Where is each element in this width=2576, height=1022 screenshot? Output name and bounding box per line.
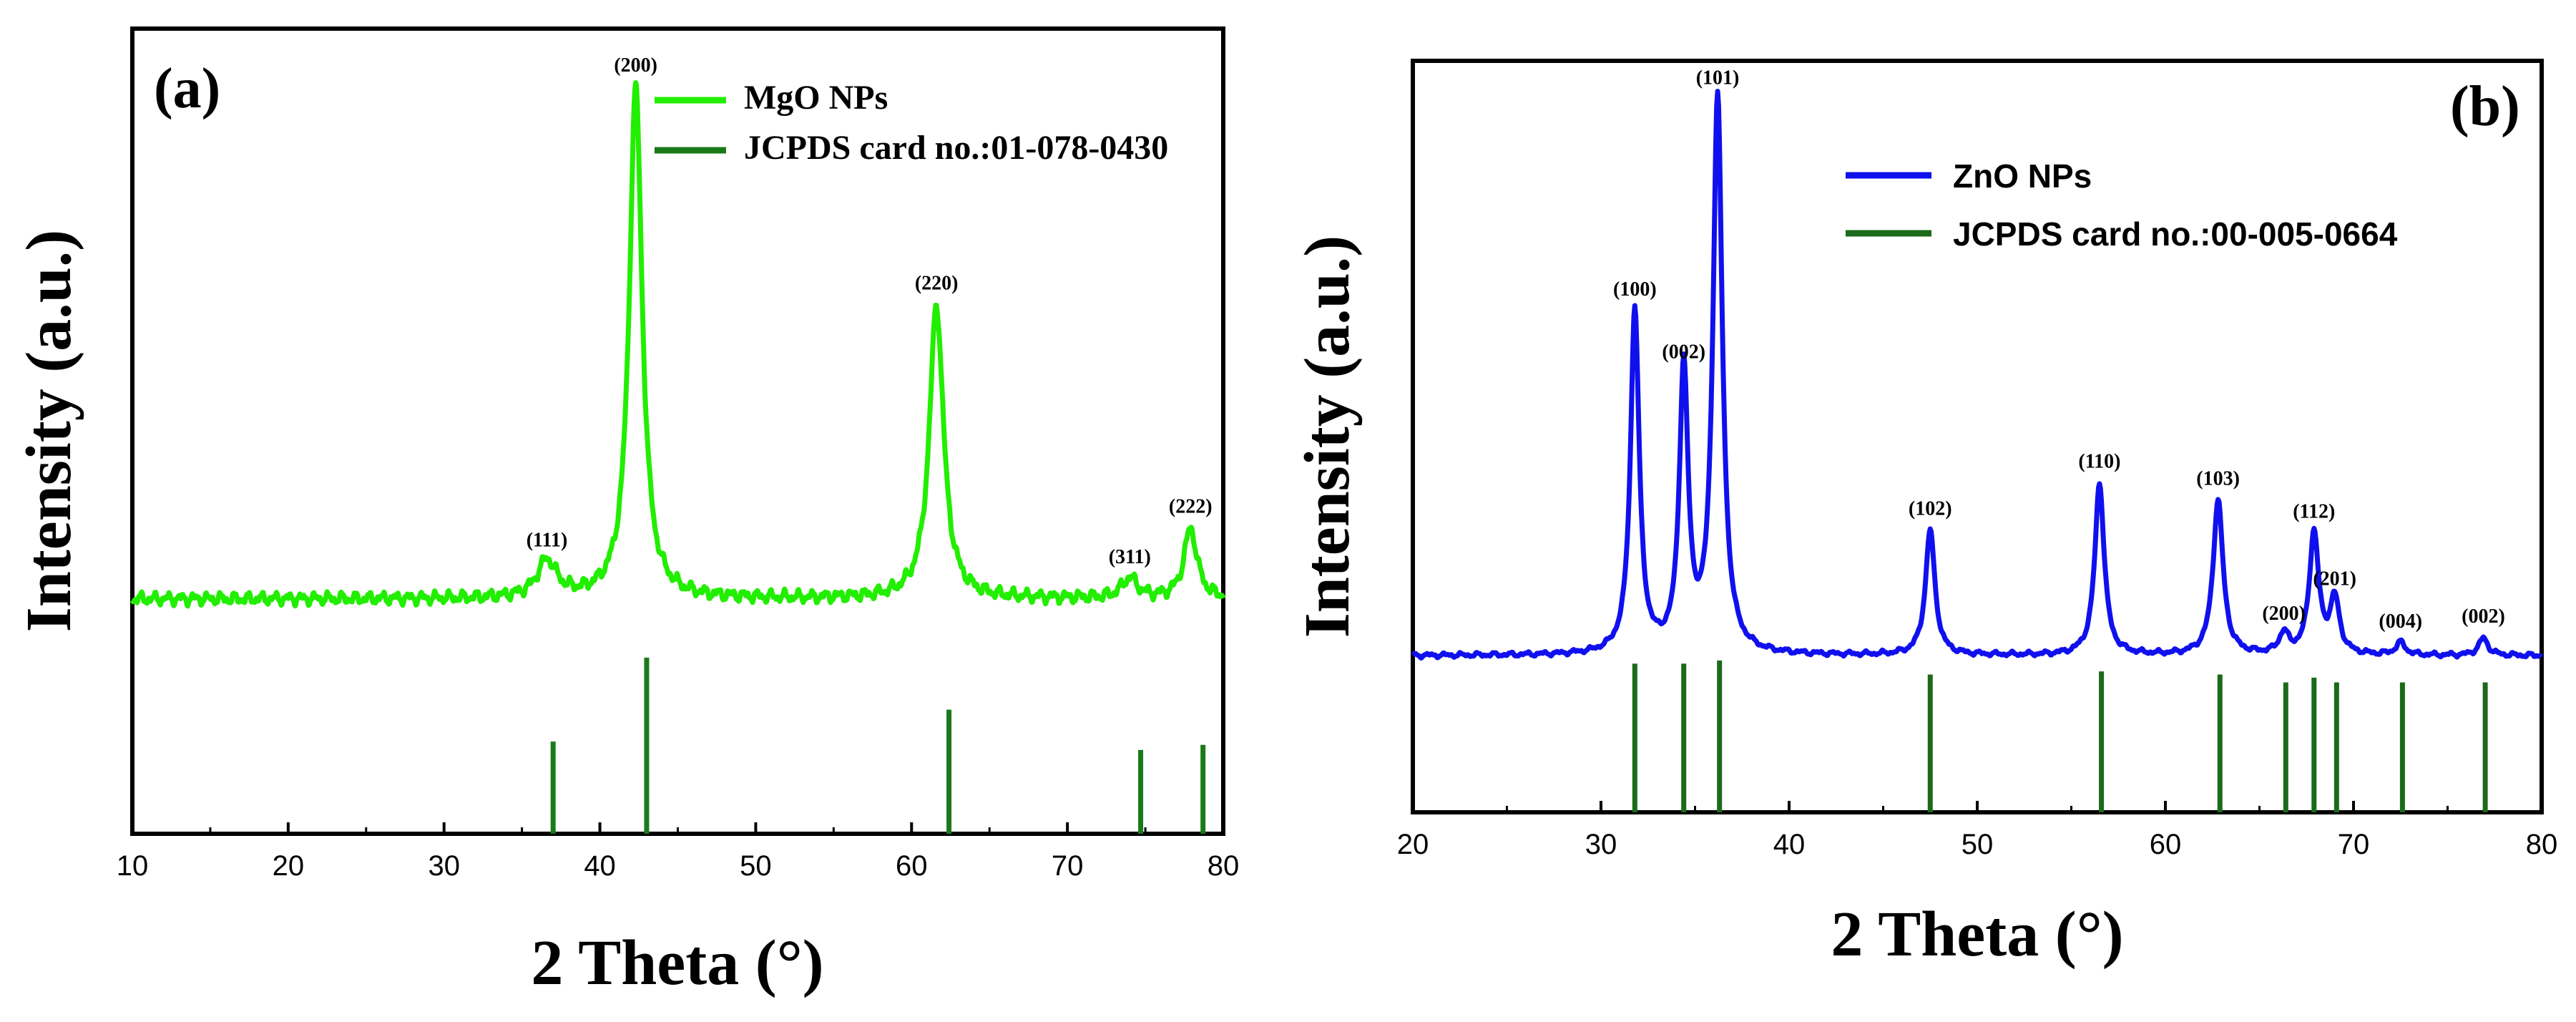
panel-a-reference-sticks <box>550 657 1206 834</box>
x-tick-label: 40 <box>1773 829 1806 860</box>
panel-b-peak-labels: (100) (002) (101) (102) (110) (103) (200) (112)… <box>1613 67 2505 633</box>
x-tick-label: 50 <box>740 850 772 882</box>
diffraction-line <box>129 80 1226 609</box>
panel-b-pattern <box>1411 89 2544 661</box>
x-tick-label: 60 <box>896 850 928 882</box>
panel-b-zno: 20 30 40 50 60 70 80 (100) (002) (101) (102) (110)… <box>1292 59 2558 970</box>
x-tick-label: 50 <box>1962 829 1994 860</box>
legend-jcpds-b-label: JCPDS card no.:00-005-0664 <box>1953 215 2398 253</box>
panel-b-x-axis-label: 2 Theta (°) <box>1831 899 2123 970</box>
x-tick-label: 70 <box>2338 829 2370 860</box>
x-tick-label: 40 <box>584 850 616 882</box>
panel-b-reference-sticks <box>1632 660 2488 812</box>
peak-label: (100) <box>1613 278 1657 301</box>
peak-label: (004) <box>2379 610 2422 633</box>
peak-label: (200) <box>2262 603 2306 625</box>
panel-a-x-axis-label: 2 Theta (°) <box>531 928 823 998</box>
peak-label: (200) <box>614 54 657 77</box>
panel-b-legend: ZnO NPs JCPDS card no.:00-005-0664 <box>1846 157 2398 253</box>
diffraction-line <box>1411 89 2544 661</box>
legend-jcpds-a-label: JCPDS card no.:01-078-0430 <box>744 129 1168 167</box>
peak-label: (110) <box>2078 451 2120 473</box>
panel-a-pattern <box>129 80 1226 609</box>
peak-label: (112) <box>2293 501 2335 523</box>
panel-b-y-axis-label: Intensity (a.u.) <box>1292 235 1363 638</box>
peak-label: (002) <box>2462 605 2505 628</box>
x-tick-label: 80 <box>2526 829 2558 860</box>
x-tick-label: 60 <box>2150 829 2182 860</box>
peak-label: (103) <box>2196 468 2240 490</box>
peak-label: (201) <box>2313 568 2356 590</box>
peak-label: (101) <box>1696 67 1740 89</box>
peak-label: (220) <box>915 273 959 295</box>
panel-a-mgo: 10 20 30 40 50 60 70 80 (111) (200) (220) (311) (22… <box>14 26 1240 998</box>
panel-a-y-axis-label: Intensity (a.u.) <box>14 230 84 633</box>
panel-a-label: (a) <box>154 57 220 120</box>
x-tick-label: 20 <box>273 850 305 882</box>
panel-a-x-ticks: 10 20 30 40 50 60 70 80 <box>117 822 1240 882</box>
legend-zno-label: ZnO NPs <box>1953 157 2092 195</box>
panel-a-peak-labels: (111) (200) (220) (311) (222) <box>527 54 1213 568</box>
panel-a-legend: MgO NPs JCPDS card no.:01-078-0430 <box>655 79 1168 167</box>
peak-label: (102) <box>1909 497 1952 520</box>
x-tick-label: 30 <box>1585 829 1617 860</box>
peak-label: (111) <box>527 529 568 551</box>
panel-b-label: (b) <box>2450 75 2520 138</box>
x-tick-label: 10 <box>117 850 149 882</box>
panel-b-x-ticks: 20 30 40 50 60 70 80 <box>1397 801 2558 860</box>
peak-label: (222) <box>1169 495 1213 517</box>
x-tick-label: 20 <box>1397 829 1429 860</box>
x-tick-label: 70 <box>1052 850 1084 882</box>
x-tick-label: 30 <box>428 850 460 882</box>
peak-label: (311) <box>1109 546 1151 568</box>
legend-mgo-label: MgO NPs <box>744 79 888 117</box>
peak-label: (002) <box>1662 341 1705 364</box>
x-tick-label: 80 <box>1208 850 1240 882</box>
